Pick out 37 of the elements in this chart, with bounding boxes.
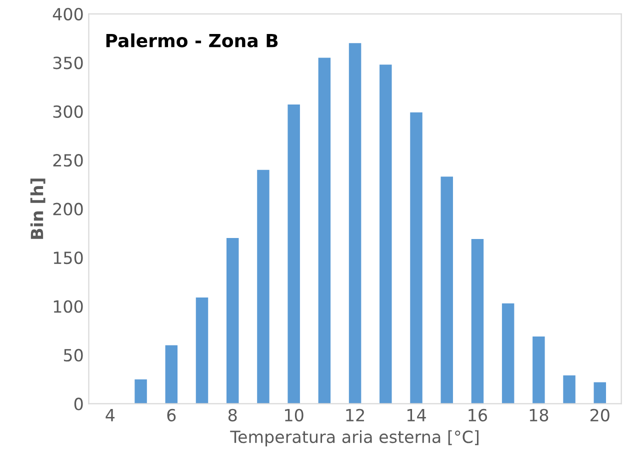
bar [318, 58, 331, 404]
bar [532, 336, 545, 404]
x-tick-label: 4 [106, 409, 115, 422]
bar [257, 170, 270, 404]
bar [226, 238, 239, 404]
text: Palermo - Zona B [106, 33, 278, 48]
y-tick-label: 200 [53, 202, 83, 216]
y-tick-label: 100 [54, 300, 83, 313]
y-axis-title: Bin [h] [30, 178, 46, 239]
x-tick-label: 14 [407, 409, 426, 422]
bar [380, 64, 392, 404]
y-tick-label: 0 [74, 398, 83, 410]
bar [563, 375, 576, 404]
x-tick-label: 20 [590, 408, 610, 422]
bar [471, 239, 484, 404]
y-tick-label: 150 [54, 251, 83, 264]
y-tick-label: 350 [53, 56, 83, 70]
x-tick-label: 6 [167, 408, 176, 422]
y-tick-label: 50 [64, 348, 83, 362]
y-tick-label: 250 [53, 154, 83, 167]
x-axis-title: Temperatura aria esterna [°C] [230, 430, 478, 446]
bar [196, 297, 208, 404]
bar [288, 104, 300, 404]
x-tick-label: 18 [530, 408, 548, 422]
bar [594, 382, 606, 404]
bar [165, 345, 178, 404]
bar [348, 43, 362, 404]
x-tick-label: 8 [228, 408, 237, 422]
y-tick-label: 300 [53, 105, 83, 118]
bar [440, 176, 453, 404]
bar [410, 112, 422, 404]
x-tick-label: 12 [346, 408, 364, 422]
bar [502, 303, 514, 404]
y-tick-label: 400 [52, 8, 83, 20]
x-tick-label: 10 [285, 408, 304, 422]
x-tick-label: 16 [468, 408, 488, 422]
bar [134, 379, 147, 404]
